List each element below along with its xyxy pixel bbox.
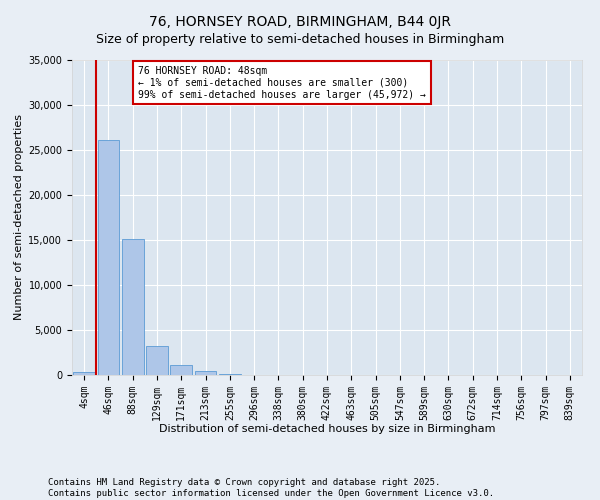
Bar xyxy=(73,372,95,375)
Bar xyxy=(122,238,143,375)
Text: Size of property relative to semi-detached houses in Birmingham: Size of property relative to semi-detach… xyxy=(96,32,504,46)
X-axis label: Distribution of semi-detached houses by size in Birmingham: Distribution of semi-detached houses by … xyxy=(159,424,495,434)
Bar xyxy=(97,140,119,375)
Text: Contains HM Land Registry data © Crown copyright and database right 2025.
Contai: Contains HM Land Registry data © Crown c… xyxy=(48,478,494,498)
Bar xyxy=(146,346,168,375)
Text: 76 HORNSEY ROAD: 48sqm
← 1% of semi-detached houses are smaller (300)
99% of sem: 76 HORNSEY ROAD: 48sqm ← 1% of semi-deta… xyxy=(139,66,426,100)
Bar xyxy=(219,374,241,375)
Text: 76, HORNSEY ROAD, BIRMINGHAM, B44 0JR: 76, HORNSEY ROAD, BIRMINGHAM, B44 0JR xyxy=(149,15,451,29)
Bar xyxy=(170,365,192,375)
Y-axis label: Number of semi-detached properties: Number of semi-detached properties xyxy=(14,114,24,320)
Bar xyxy=(194,371,217,375)
